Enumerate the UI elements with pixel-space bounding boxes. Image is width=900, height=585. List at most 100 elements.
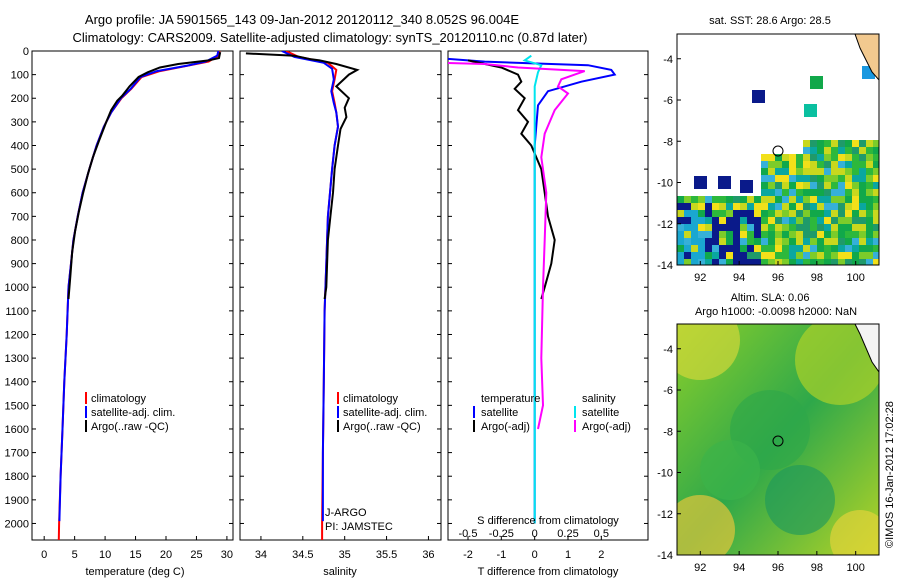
sst-cell <box>796 196 803 203</box>
sst-cell <box>845 161 852 168</box>
sst-cell <box>838 245 845 252</box>
sst-cell <box>838 231 845 238</box>
sst-cell <box>831 210 838 217</box>
sst-cell <box>789 182 796 189</box>
sst-cell <box>804 104 817 117</box>
sst-cell <box>691 231 698 238</box>
sst-cell <box>768 182 775 189</box>
sst-cell <box>740 231 747 238</box>
sst-cell <box>796 210 803 217</box>
sst-cell <box>810 245 817 252</box>
sst-cell <box>789 168 796 175</box>
sst-cell <box>782 224 789 231</box>
sst-cell <box>712 259 719 265</box>
sst-cell <box>817 175 824 182</box>
sst-cell <box>845 203 852 210</box>
sst-cell <box>789 217 796 224</box>
map-x-tick-label: 92 <box>694 562 706 574</box>
sst-cell <box>845 238 852 245</box>
map-y-tick-label: -10 <box>657 178 673 190</box>
sst-cell <box>859 217 866 224</box>
sst-cell <box>712 238 719 245</box>
sst-cell <box>852 224 859 231</box>
sst-cell <box>831 252 838 259</box>
sst-cell <box>782 161 789 168</box>
sst-cell <box>852 238 859 245</box>
sst-cell <box>789 196 796 203</box>
top-x-tick-label: -0.25 <box>489 528 514 540</box>
sst-cell <box>852 175 859 182</box>
sst-cell <box>705 224 712 231</box>
sst-cell <box>733 231 740 238</box>
temperature-series <box>57 51 222 540</box>
sst-cell <box>824 154 831 161</box>
sst-cell <box>873 189 879 196</box>
argo-float-marker <box>772 145 784 157</box>
sst-cell <box>698 203 705 210</box>
depth-tick-label: 1600 <box>5 424 29 436</box>
sst-cell <box>803 140 810 147</box>
sst-cell <box>775 189 782 196</box>
sst-cell <box>873 252 879 259</box>
sst-cell <box>796 245 803 252</box>
sst-cell <box>831 259 838 265</box>
sst-cell <box>782 189 789 196</box>
sst-cell <box>719 259 726 265</box>
sst-cell <box>684 252 691 259</box>
difference-axes-frame <box>447 50 649 541</box>
map-y-tick-label: -12 <box>657 509 673 521</box>
sst-cell <box>726 217 733 224</box>
sst-cell <box>754 245 761 252</box>
sst-cell <box>747 196 754 203</box>
sst-cell <box>719 203 726 210</box>
sst-cell <box>726 245 733 252</box>
sst-cell <box>691 196 698 203</box>
sst-cell <box>789 161 796 168</box>
sst-cell <box>740 238 747 245</box>
sst-cell <box>782 259 789 265</box>
salinity-annotation-program: J-ARGO <box>325 507 367 519</box>
sst-cell <box>782 238 789 245</box>
sst-cell <box>845 224 852 231</box>
series-satellite-adj-clim- <box>281 51 340 522</box>
sst-cell <box>803 175 810 182</box>
sst-cell <box>810 189 817 196</box>
coastline <box>854 34 879 81</box>
top-x-tick-label: -0.5 <box>459 528 478 540</box>
sst-cell <box>775 154 782 161</box>
sst-cell <box>866 196 873 203</box>
depth-tick-label: 2000 <box>5 518 29 530</box>
sst-cell <box>845 210 852 217</box>
sst-cell <box>726 259 733 265</box>
sst-cell <box>754 231 761 238</box>
sst-cell <box>859 238 866 245</box>
sst-cell <box>775 224 782 231</box>
sst-cell <box>782 252 789 259</box>
sst-cell <box>754 252 761 259</box>
sst-cell <box>845 189 852 196</box>
sst-cell <box>859 154 866 161</box>
sst-cell <box>747 224 754 231</box>
sst-cell <box>705 245 712 252</box>
sst-cell <box>747 238 754 245</box>
map-y-tick-label: -4 <box>663 54 673 66</box>
sst-cell <box>719 238 726 245</box>
depth-tick-label: 100 <box>11 70 29 82</box>
sst-cell <box>810 175 817 182</box>
sla-blotch <box>795 324 879 405</box>
sst-cell <box>789 245 796 252</box>
series-salinity-argo-adj- <box>448 61 586 430</box>
sst-cell <box>866 238 873 245</box>
sst-cell <box>796 168 803 175</box>
sla-blotch <box>677 495 735 555</box>
sst-cell <box>768 161 775 168</box>
sst-map-title: sat. SST: 28.6 Argo: 28.5 <box>709 15 831 27</box>
sst-cell <box>824 217 831 224</box>
map-y-tick-label: -6 <box>663 95 673 107</box>
sst-cell <box>838 210 845 217</box>
salinity-series <box>245 51 360 540</box>
sst-cell <box>775 245 782 252</box>
difference-series <box>448 54 617 524</box>
sst-cell <box>694 176 707 189</box>
sst-cell <box>845 259 852 265</box>
